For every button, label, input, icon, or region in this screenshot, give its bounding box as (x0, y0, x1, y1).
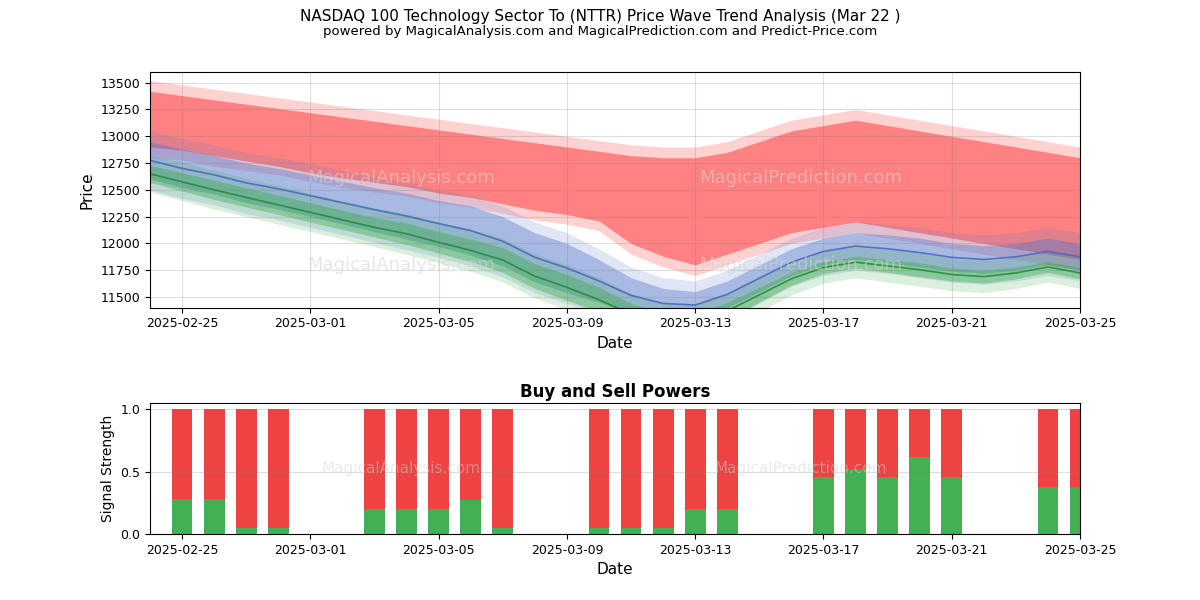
Bar (588, 409, 610, 528)
Bar (716, 409, 738, 509)
Text: MagicalPrediction.com: MagicalPrediction.com (700, 169, 902, 187)
Bar (910, 409, 930, 457)
Bar (941, 476, 962, 534)
Bar (204, 499, 224, 534)
Bar (461, 409, 481, 500)
Y-axis label: Signal Strength: Signal Strength (101, 415, 115, 522)
Bar (1069, 409, 1091, 487)
Bar (492, 528, 514, 534)
Text: MagicalAnalysis.com: MagicalAnalysis.com (307, 256, 496, 274)
Text: MagicalAnalysis.com: MagicalAnalysis.com (322, 461, 481, 476)
Y-axis label: Price: Price (80, 171, 95, 209)
Bar (620, 409, 642, 528)
Bar (428, 409, 449, 509)
Bar (620, 528, 642, 534)
Bar (364, 509, 385, 534)
Text: NASDAQ 100 Technology Sector To (NTTR) Price Wave Trend Analysis (Mar 22 ): NASDAQ 100 Technology Sector To (NTTR) P… (300, 9, 900, 24)
Text: MagicalPrediction.com: MagicalPrediction.com (700, 256, 902, 274)
Bar (235, 528, 257, 534)
Bar (235, 409, 257, 528)
Bar (268, 409, 289, 528)
Bar (492, 409, 514, 528)
X-axis label: Date: Date (596, 562, 634, 577)
Bar (845, 409, 866, 469)
Bar (172, 499, 192, 534)
X-axis label: Date: Date (596, 336, 634, 351)
Bar (941, 409, 962, 476)
Bar (1038, 409, 1058, 487)
Bar (845, 469, 866, 534)
Bar (910, 457, 930, 534)
Bar (204, 409, 224, 499)
Bar (428, 509, 449, 534)
Bar (1038, 487, 1058, 534)
Bar (877, 409, 898, 476)
Bar (364, 409, 385, 509)
Bar (685, 409, 706, 509)
Bar (268, 528, 289, 534)
Bar (172, 409, 192, 499)
Text: MagicalAnalysis.com: MagicalAnalysis.com (307, 169, 496, 187)
Bar (396, 409, 416, 509)
Title: Buy and Sell Powers: Buy and Sell Powers (520, 383, 710, 401)
Bar (1069, 487, 1091, 534)
Bar (653, 409, 673, 528)
Bar (814, 476, 834, 534)
Bar (461, 500, 481, 534)
Bar (653, 528, 673, 534)
Bar (588, 528, 610, 534)
Text: MagicalPrediction.com: MagicalPrediction.com (715, 461, 887, 476)
Bar (814, 409, 834, 476)
Bar (877, 476, 898, 534)
Bar (716, 509, 738, 534)
Bar (396, 509, 416, 534)
Text: powered by MagicalAnalysis.com and MagicalPrediction.com and Predict-Price.com: powered by MagicalAnalysis.com and Magic… (323, 25, 877, 38)
Bar (685, 509, 706, 534)
